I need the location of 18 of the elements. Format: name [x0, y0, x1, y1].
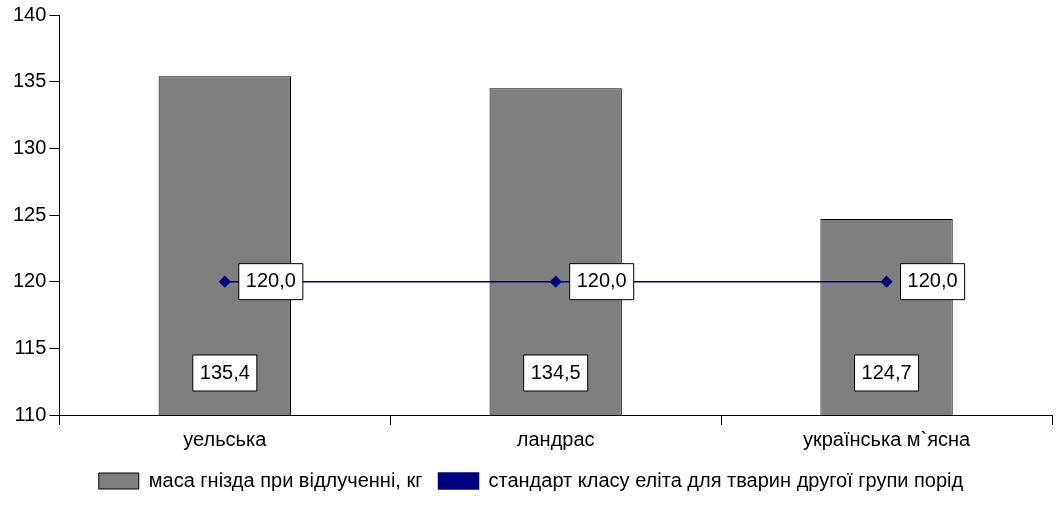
- legend-label: маса гнізда при відлученні, кг: [148, 468, 423, 491]
- y-tick-label: 110: [14, 402, 47, 425]
- x-tick-label: ландрас: [516, 427, 595, 450]
- legend-label: стандарт класу еліта для тварин другої групи порід: [488, 468, 964, 491]
- data-label: 120,0: [907, 269, 958, 292]
- data-label: 135,4: [199, 360, 250, 383]
- y-tick-label: 125: [12, 202, 47, 225]
- y-tick-label: 130: [12, 135, 47, 158]
- y-tick-label: 115: [14, 335, 47, 358]
- y-tick-label: 135: [12, 69, 47, 92]
- y-tick-label: 140: [12, 2, 47, 25]
- y-tick-label: 120: [12, 269, 47, 292]
- x-tick-label: українська м`ясна: [802, 427, 972, 450]
- data-label: 134,5: [530, 360, 581, 383]
- data-label: 120,0: [245, 269, 296, 292]
- data-label: 124,7: [861, 360, 912, 383]
- data-label: 120,0: [576, 269, 627, 292]
- x-tick-label: уельська: [183, 427, 268, 450]
